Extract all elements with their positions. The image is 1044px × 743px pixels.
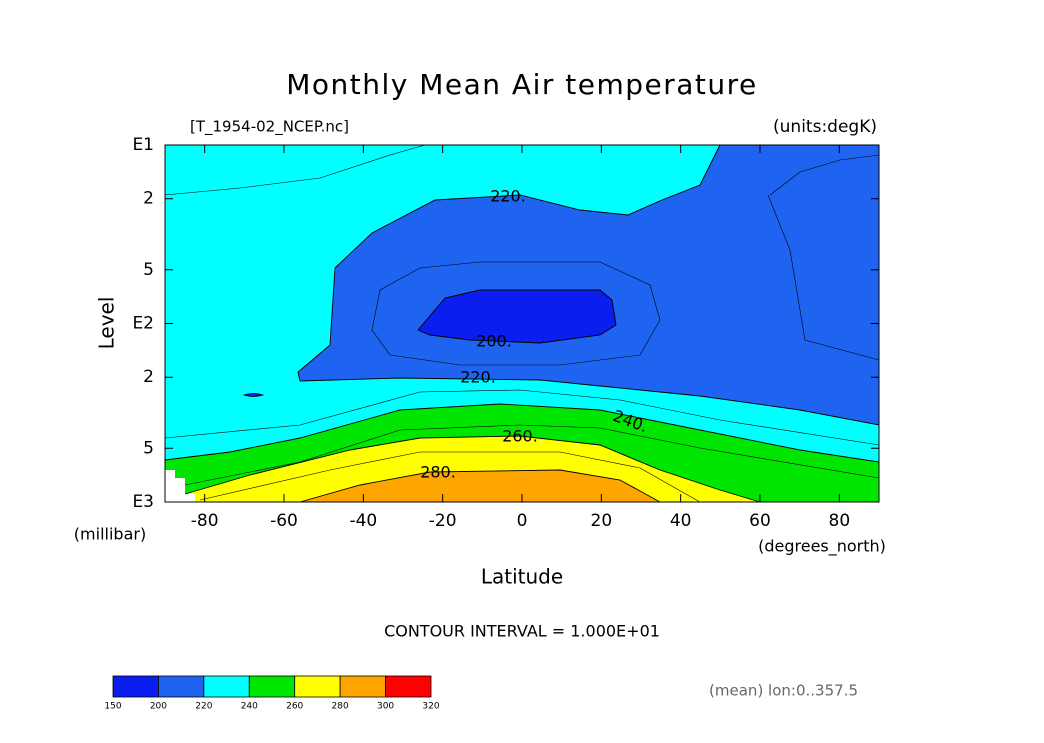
contour-line [199, 451, 701, 503]
footer: (mean) lon:0..357.5 [709, 682, 858, 700]
y-tick-label: E1 [132, 135, 154, 155]
y-tick-label: E3 [132, 492, 154, 512]
x-tick-label: -20 [429, 511, 457, 531]
units-label: (units:degK) [773, 117, 877, 137]
contour-line [164, 389, 880, 446]
x-tick-label: -60 [270, 511, 298, 531]
x-tick-label: 40 [670, 511, 692, 531]
contour-label: 200. [476, 332, 512, 351]
colorbar-swatch [294, 675, 341, 698]
contour-line [164, 144, 426, 196]
colorbar-label: 220 [195, 702, 212, 712]
colorbar-label: 260 [286, 702, 303, 712]
y-tick-label: 2 [143, 189, 154, 209]
contour-line [769, 154, 880, 196]
contour-band [297, 144, 880, 426]
colorbar-swatch [248, 675, 296, 698]
chart-title: Monthly Mean Air temperature [286, 68, 758, 101]
x-tick-label: 20 [591, 511, 613, 531]
contour-label: 260. [502, 427, 538, 446]
y-tick-label: 2 [143, 367, 154, 387]
x-tick-label: -40 [349, 511, 377, 531]
contour-line [767, 194, 880, 361]
colorbar-swatch [203, 675, 250, 698]
colorbar-label: 240 [241, 702, 258, 712]
x-axis-label: Latitude [481, 565, 563, 589]
y-unit: (millibar) [74, 525, 146, 544]
y-tick-label: 5 [143, 438, 154, 458]
x-unit: (degrees_north) [758, 537, 886, 557]
missing-data [165, 470, 195, 502]
x-tick-label: -80 [191, 511, 219, 531]
contour-blob [242, 393, 265, 397]
colorbar-label: 320 [422, 702, 439, 712]
subtitle: [T_1954-02_NCEP.nc] [190, 118, 349, 137]
contour-label: 220. [460, 368, 496, 387]
contour-label: 280. [420, 463, 456, 482]
x-tick-label: 80 [829, 511, 851, 531]
colorbar-label: 150 [104, 702, 121, 712]
colorbar-swatch [339, 675, 386, 698]
colorbar-swatch [385, 675, 432, 698]
colorbar-swatch [158, 675, 205, 698]
y-tick-label: E2 [132, 314, 154, 334]
x-tick-label: 0 [517, 511, 528, 531]
contour-line [184, 424, 880, 486]
contour-label: 220. [490, 187, 526, 206]
contour-line [371, 261, 661, 366]
colorbar-swatch [112, 675, 159, 698]
y-tick-label: 5 [143, 260, 154, 280]
y-axis-label: Level [95, 297, 119, 350]
x-tick-label: 60 [749, 511, 771, 531]
contour-interval: CONTOUR INTERVAL = 1.000E+01 [384, 622, 660, 641]
contour-band [417, 289, 617, 344]
colorbar-label: 300 [377, 702, 394, 712]
colorbar-label: 280 [332, 702, 349, 712]
colorbar-label: 200 [150, 702, 167, 712]
